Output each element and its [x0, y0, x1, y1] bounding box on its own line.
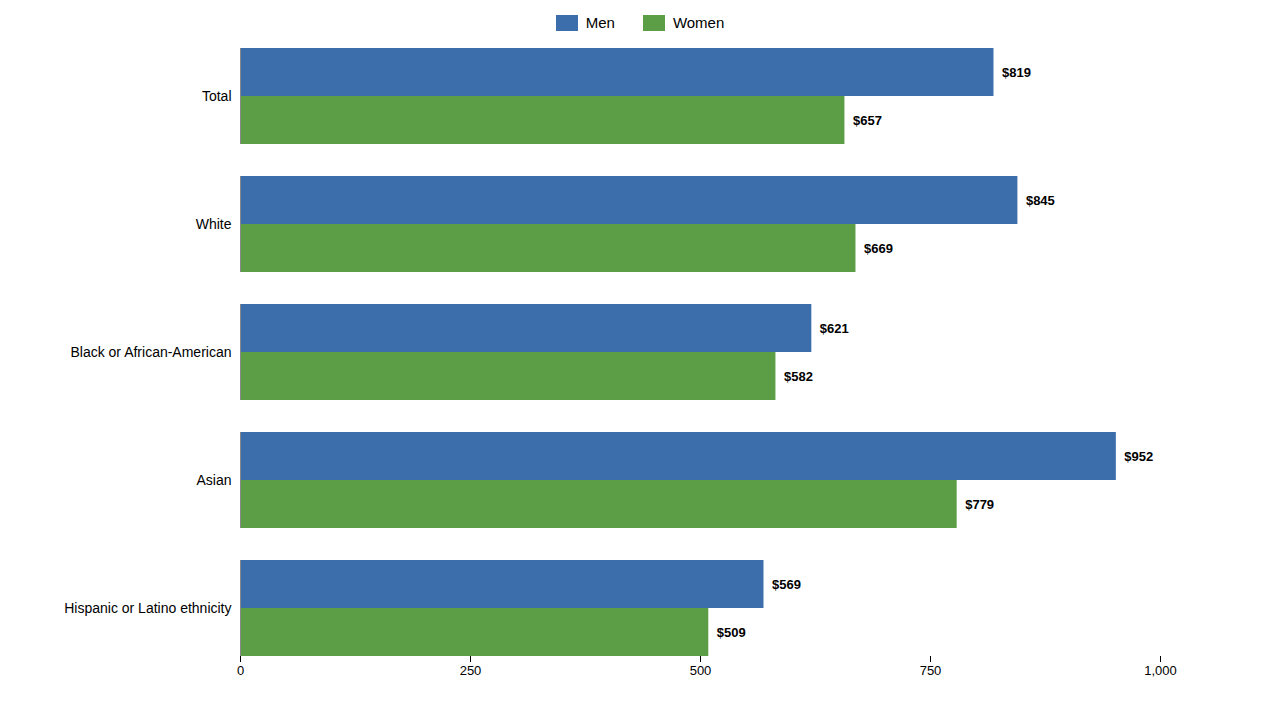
svg-text:Asian: Asian [196, 472, 231, 488]
svg-text:0: 0 [237, 663, 244, 678]
svg-text:Total: Total [202, 88, 232, 104]
svg-text:$509: $509 [717, 625, 746, 640]
svg-text:$569: $569 [772, 577, 801, 592]
svg-text:750: 750 [920, 663, 942, 678]
svg-text:Black or African-American: Black or African-American [70, 344, 231, 360]
svg-text:250: 250 [460, 663, 482, 678]
html-text:Women: Women [672, 14, 725, 31]
svg-text:$845: $845 [1026, 193, 1055, 208]
svg-text:500: 500 [690, 663, 712, 678]
svg-text:$669: $669 [864, 241, 893, 256]
svg-text:$819: $819 [1002, 65, 1031, 80]
svg-text:1,000: 1,000 [1144, 663, 1177, 678]
svg-text:$952: $952 [1124, 449, 1153, 464]
svg-text:$779: $779 [965, 497, 994, 512]
svg-text:White: White [196, 216, 232, 232]
html-text:Men: Men [585, 14, 615, 31]
svg-text:Hispanic or Latino ethnicity: Hispanic or Latino ethnicity [64, 600, 231, 616]
svg-text:$582: $582 [784, 369, 813, 384]
svg-text:$657: $657 [853, 113, 882, 128]
svg-text:$621: $621 [820, 321, 849, 336]
